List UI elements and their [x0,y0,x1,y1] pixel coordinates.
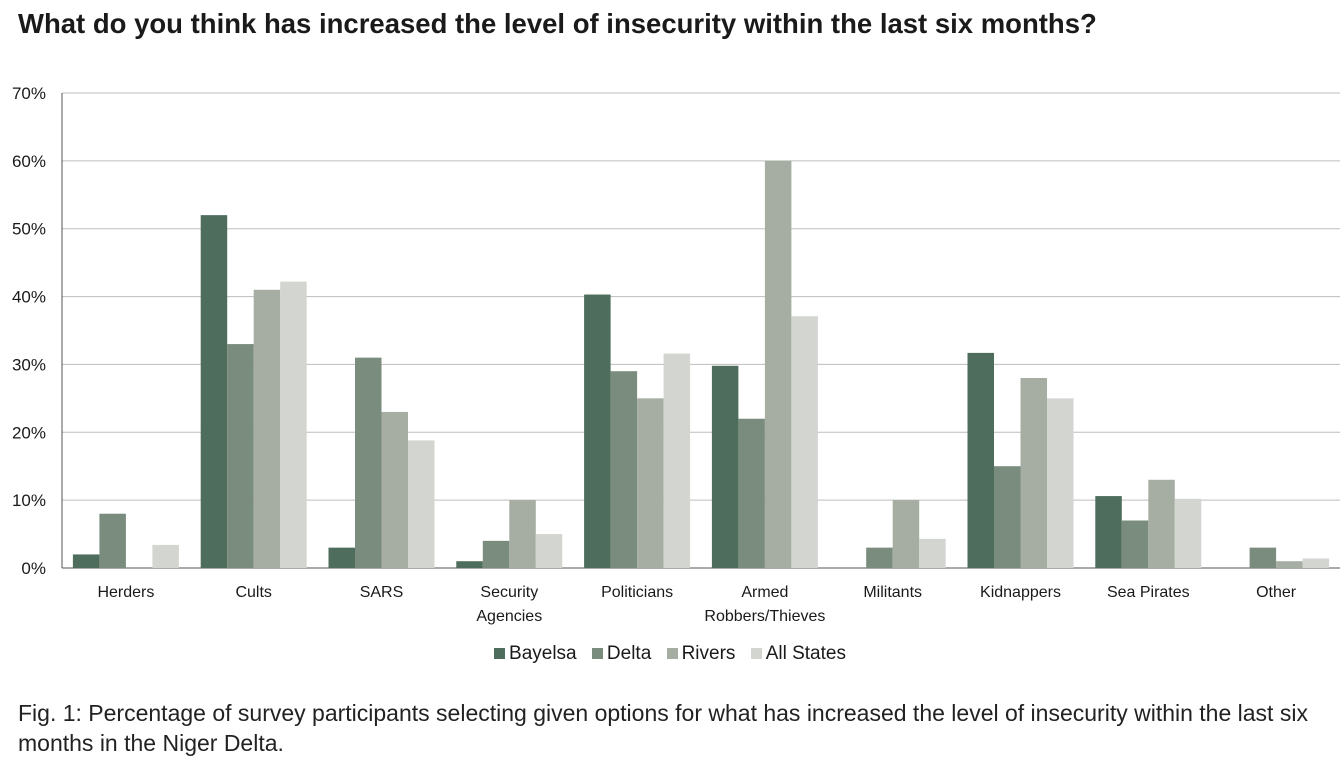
bar [355,357,382,568]
bar-chart: 0% 10% 20% 30% 40% 50% 60% 70% Herders Cults SARS S… [12,84,1340,625]
bar [919,538,946,568]
y-tick-label: 50% [12,220,46,239]
bar [280,281,307,568]
y-tick-label: 40% [12,288,46,307]
bar [456,561,483,568]
bar [1174,498,1202,568]
bar [482,540,510,568]
bar [1148,479,1175,568]
bar [1095,496,1122,568]
bar [1020,378,1047,568]
x-tick-label: Militants [863,584,922,601]
x-tick-label: Herders [97,584,154,601]
x-tick-label: Security [480,584,538,601]
legend-item-rivers: Rivers [666,643,736,665]
bar [663,353,691,568]
legend-label: Delta [606,643,652,664]
figure-caption: Fig. 1: Percentage of survey participant… [18,700,1308,756]
x-tick-label: Cults [235,584,271,601]
bar [509,500,536,568]
legend-label: All States [765,643,846,664]
bar [408,440,435,568]
bar [227,344,254,568]
bar [535,534,563,568]
legend: Bayelsa Delta Rivers All States [0,643,1340,665]
bar [892,500,920,568]
x-tick-label: Robbers/Thieves [704,608,825,625]
y-tick-label: 70% [12,84,46,103]
bar [738,418,765,568]
bar [72,554,100,568]
legend-item-all-states: All States [750,643,846,665]
legend-swatch [494,648,506,659]
bar [200,215,228,568]
y-tick-label: 10% [12,491,46,510]
bar [1302,558,1330,568]
y-tick-label: 20% [12,423,46,442]
bar [1047,398,1074,568]
legend-swatch [591,648,603,659]
bar [1121,520,1149,568]
legend-label: Rivers [681,643,736,664]
bar [866,547,893,568]
y-tick-label: 30% [12,355,46,374]
bar [584,294,611,568]
bar [253,289,281,568]
bar [152,544,179,568]
chart-title: What do you think has increased the leve… [18,8,1097,39]
bar [711,365,739,568]
bar [967,352,994,568]
y-tick-label: 60% [12,152,46,171]
x-tick-label: Kidnappers [980,584,1061,601]
bar [637,398,664,568]
bar [1249,547,1277,568]
bar [99,513,126,568]
legend-label: Bayelsa [509,643,577,664]
x-tick-label: Politicians [601,584,673,601]
x-tick-label: Sea Pirates [1107,584,1190,601]
legend-item-bayelsa: Bayelsa [494,643,577,665]
bar [610,371,638,568]
legend-swatch [666,648,678,659]
x-tick-label: Other [1256,584,1297,601]
bar [328,547,355,568]
x-tick-label: SARS [360,584,404,601]
y-tick-label: 0% [21,559,46,578]
bar [381,411,408,568]
legend-item-delta: Delta [591,643,652,665]
bar [994,466,1021,568]
x-tick-label: Armed [741,584,788,601]
legend-swatch [750,648,762,659]
bar [764,160,792,568]
bar [1276,561,1303,568]
x-tick-label: Agencies [476,608,542,625]
bar [791,316,818,568]
